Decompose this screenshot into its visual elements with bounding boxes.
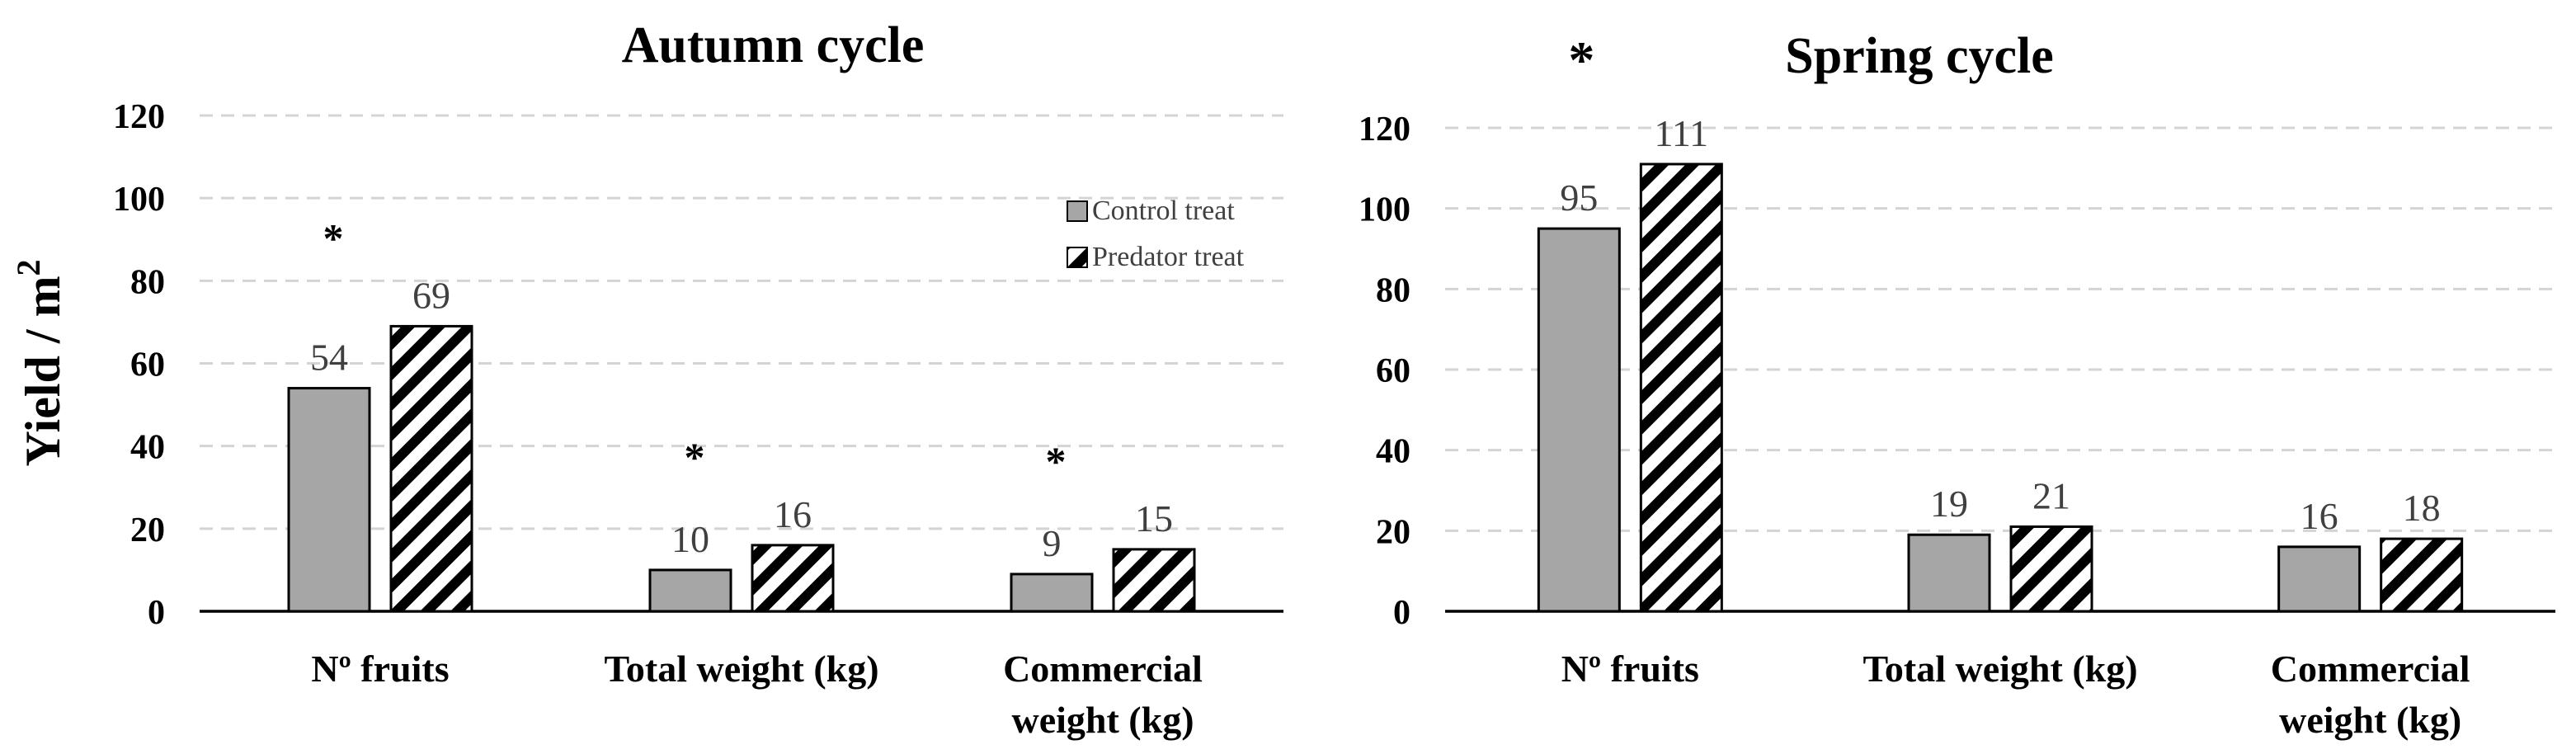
- significance-star: *: [1568, 31, 1594, 89]
- significance-star: *: [1046, 438, 1067, 484]
- y-tick-label: 40: [1376, 433, 1410, 471]
- bar-predator-0: [1639, 163, 1723, 613]
- bar-control-0: [1537, 227, 1621, 613]
- y-tick-label: 120: [1359, 111, 1410, 148]
- legend-label-predator: Predator treat: [1092, 242, 1245, 272]
- bar-control-2: [1010, 573, 1094, 613]
- bar-predator-1: [751, 544, 835, 613]
- category-label: Commercial: [2271, 648, 2470, 690]
- bar-predator-1: [2009, 525, 2093, 613]
- bar-control-1: [648, 568, 732, 613]
- value-label: 15: [1135, 497, 1173, 540]
- y-tick-label: 0: [148, 594, 165, 632]
- y-tick-label: 40: [130, 429, 165, 467]
- bar-predator-2: [1112, 548, 1196, 613]
- y-tick-label: 100: [1359, 191, 1410, 229]
- y-tick-label: 80: [130, 263, 165, 301]
- value-label: 9: [1043, 522, 1062, 564]
- category-label: Nº fruits: [311, 648, 449, 690]
- legend-swatch-control: [1067, 200, 1088, 222]
- y-tick-label: 20: [1376, 513, 1410, 551]
- y-tick-label: 0: [1393, 594, 1410, 632]
- bar-control-1: [1907, 533, 1991, 613]
- bar-control-2: [2277, 545, 2362, 613]
- value-label: 69: [412, 274, 450, 316]
- chart-title: Autumn cycle: [622, 17, 925, 73]
- bar-control-0: [287, 387, 371, 613]
- legend-label-control: Control treat: [1092, 196, 1235, 226]
- category-label: weight (kg): [1011, 699, 1194, 741]
- y-tick-label: 60: [130, 346, 165, 384]
- value-label: 19: [1930, 483, 1968, 525]
- bar-predator-2: [2380, 537, 2464, 613]
- y-tick-label: 60: [1376, 352, 1410, 390]
- legend-swatch-predator: [1067, 247, 1088, 268]
- category-label: Total weight (kg): [604, 648, 878, 690]
- y-tick-label: 120: [113, 98, 165, 136]
- autumn-chart: Autumn cycle 0 20 40 60 80 100 120 54 69 * Nº fruit…: [113, 17, 1283, 741]
- value-label: 16: [2301, 495, 2338, 537]
- value-label: 111: [1655, 112, 1709, 154]
- bar-predator-0: [389, 324, 473, 613]
- category-label: Nº fruits: [1561, 648, 1699, 690]
- y-axis-label: Yield / m2: [10, 259, 70, 466]
- y-tick-label: 20: [130, 511, 165, 549]
- value-label: 54: [310, 337, 348, 379]
- value-label: 10: [671, 518, 709, 560]
- category-label: weight (kg): [2279, 699, 2461, 741]
- category-label: Total weight (kg): [1863, 648, 2137, 690]
- category-label: Commercial: [1003, 648, 1203, 690]
- value-label: 16: [774, 493, 812, 535]
- value-label: 21: [2032, 474, 2070, 516]
- significance-star: *: [685, 434, 705, 480]
- y-tick-label: 100: [113, 181, 165, 219]
- value-label: 95: [1560, 177, 1598, 219]
- significance-star: *: [323, 214, 344, 261]
- chart-title: Spring cycle: [1785, 28, 2053, 84]
- value-label: 18: [2403, 487, 2441, 529]
- spring-chart: Spring cycle 0 20 40 60 80 100 120 95 111 * Nº frui…: [1359, 28, 2555, 741]
- y-tick-label: 80: [1376, 271, 1410, 309]
